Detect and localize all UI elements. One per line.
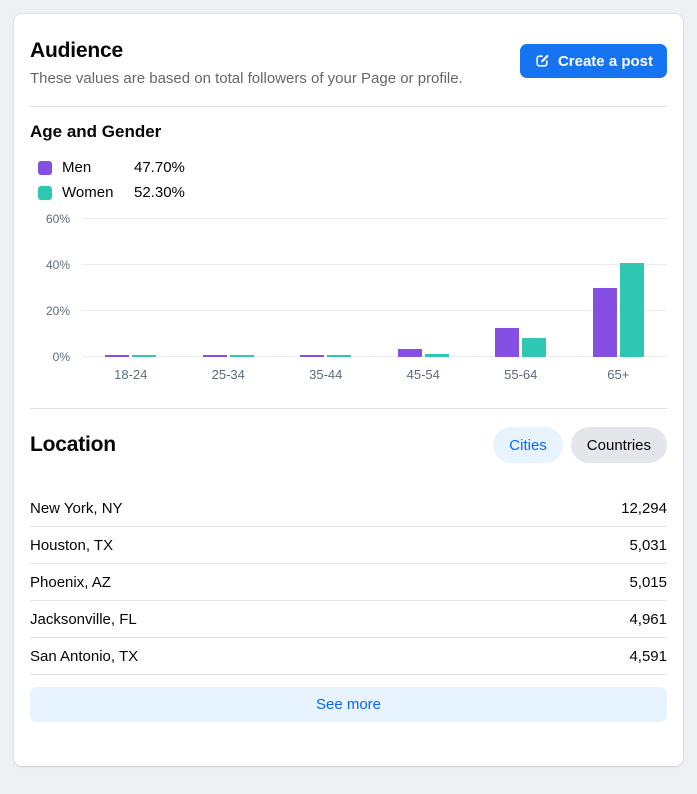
location-name: Phoenix, AZ <box>30 573 111 591</box>
location-name: Jacksonville, FL <box>30 610 137 628</box>
create-post-button[interactable]: Create a post <box>519 44 667 78</box>
bar-women-45-54 <box>424 353 449 357</box>
location-name: New York, NY <box>30 499 123 517</box>
x-tick-label-45-54: 45-54 <box>406 367 440 382</box>
see-more-button[interactable]: See more <box>30 687 667 722</box>
location-section: Location Cities Countries New York, NY 12… <box>14 409 683 738</box>
location-header: Location Cities Countries <box>30 427 667 463</box>
location-list: New York, NY 12,294 Houston, TX 5,031 Phoeni… <box>30 490 667 675</box>
legend-value: 52.30% <box>134 184 185 201</box>
gridline-0%: 0% <box>53 350 667 364</box>
chart-plot-area: 0% 20% 40% 60% <box>46 212 667 364</box>
y-tick-label: 20% <box>45 303 70 318</box>
gridline-60%: 60% <box>46 212 667 226</box>
legend-item-women: Women 52.30% <box>38 180 667 205</box>
location-row: Phoenix, AZ 5,015 <box>30 564 667 601</box>
card-header: Audience These values are based on total… <box>14 14 683 106</box>
bar-men-25-34 <box>202 355 227 357</box>
tab-cities[interactable]: Cities <box>493 427 563 463</box>
x-tick-label-18-24: 18-24 <box>114 367 148 382</box>
legend-label: Men <box>62 159 92 176</box>
location-row: Houston, TX 5,031 <box>30 527 667 564</box>
bar-group-25-34 <box>180 355 278 357</box>
gridline-40%: 40% <box>46 258 667 272</box>
location-row: San Antonio, TX 4,591 <box>30 638 667 675</box>
men-color-swatch <box>38 160 52 175</box>
bar-group-55-64 <box>472 328 570 357</box>
location-count: 5,015 <box>629 573 667 591</box>
page-subtitle: These values are based on total follower… <box>30 70 463 87</box>
page-title: Audience <box>30 39 123 62</box>
location-tabs: Cities Countries <box>493 427 667 463</box>
location-count: 5,031 <box>629 536 667 554</box>
location-name: San Antonio, TX <box>30 647 139 665</box>
bar-group-18-24 <box>82 355 180 357</box>
y-tick-label: 0% <box>52 349 70 364</box>
section-divider <box>30 408 667 409</box>
bar-group-35-44 <box>277 355 375 357</box>
compose-icon <box>534 53 550 69</box>
tab-countries[interactable]: Countries <box>570 427 667 463</box>
bar-group-45-54 <box>375 348 473 357</box>
location-count: 4,591 <box>629 647 667 665</box>
y-tick-label: 60% <box>45 211 70 226</box>
header-text: Audience These values are based on total… <box>30 39 463 87</box>
chart-x-axis-labels: 18-24 25-34 35-44 45-54 55-64 65+ <box>82 367 667 382</box>
bar-women-35-44 <box>327 355 352 357</box>
age-gender-chart: 0% 20% 40% 60% 18-24 25-34 35-44 45-54 55-64 65+ <box>30 212 667 382</box>
bar-men-65+ <box>592 288 617 357</box>
x-tick-label-65+: 65+ <box>607 367 630 382</box>
bar-men-18-24 <box>105 355 130 357</box>
audience-card: Audience These values are based on total… <box>14 14 683 766</box>
legend-value: 47.70% <box>134 159 185 176</box>
bar-men-45-54 <box>397 348 422 357</box>
location-count: 12,294 <box>621 499 667 517</box>
bar-women-55-64 <box>522 337 547 357</box>
bar-men-35-44 <box>300 355 325 357</box>
age-gender-section: Age and Gender Men 47.70% Women 52.30% 0… <box>14 107 683 408</box>
location-row: New York, NY 12,294 <box>30 490 667 527</box>
bar-men-55-64 <box>495 328 520 357</box>
bars-row <box>82 219 667 357</box>
age-gender-title: Age and Gender <box>30 122 162 141</box>
bar-women-18-24 <box>132 355 157 357</box>
location-count: 4,961 <box>629 610 667 628</box>
x-tick-label-55-64: 55-64 <box>504 367 538 382</box>
bar-women-65+ <box>619 262 644 357</box>
section-divider <box>30 106 667 107</box>
y-tick-label: 40% <box>45 257 70 272</box>
location-row: Jacksonville, FL 4,961 <box>30 601 667 638</box>
x-tick-label-25-34: 25-34 <box>211 367 245 382</box>
create-post-label: Create a post <box>557 52 653 70</box>
bar-women-25-34 <box>229 355 254 357</box>
gridline-20%: 20% <box>46 304 667 318</box>
chart-legend: Men 47.70% Women 52.30% <box>38 155 667 205</box>
bar-group-65+ <box>570 262 668 357</box>
location-name: Houston, TX <box>30 536 114 554</box>
location-title: Location <box>30 433 116 456</box>
x-tick-label-35-44: 35-44 <box>309 367 343 382</box>
legend-label: Women <box>62 184 114 201</box>
legend-item-men: Men 47.70% <box>38 155 667 180</box>
women-color-swatch <box>38 185 52 200</box>
